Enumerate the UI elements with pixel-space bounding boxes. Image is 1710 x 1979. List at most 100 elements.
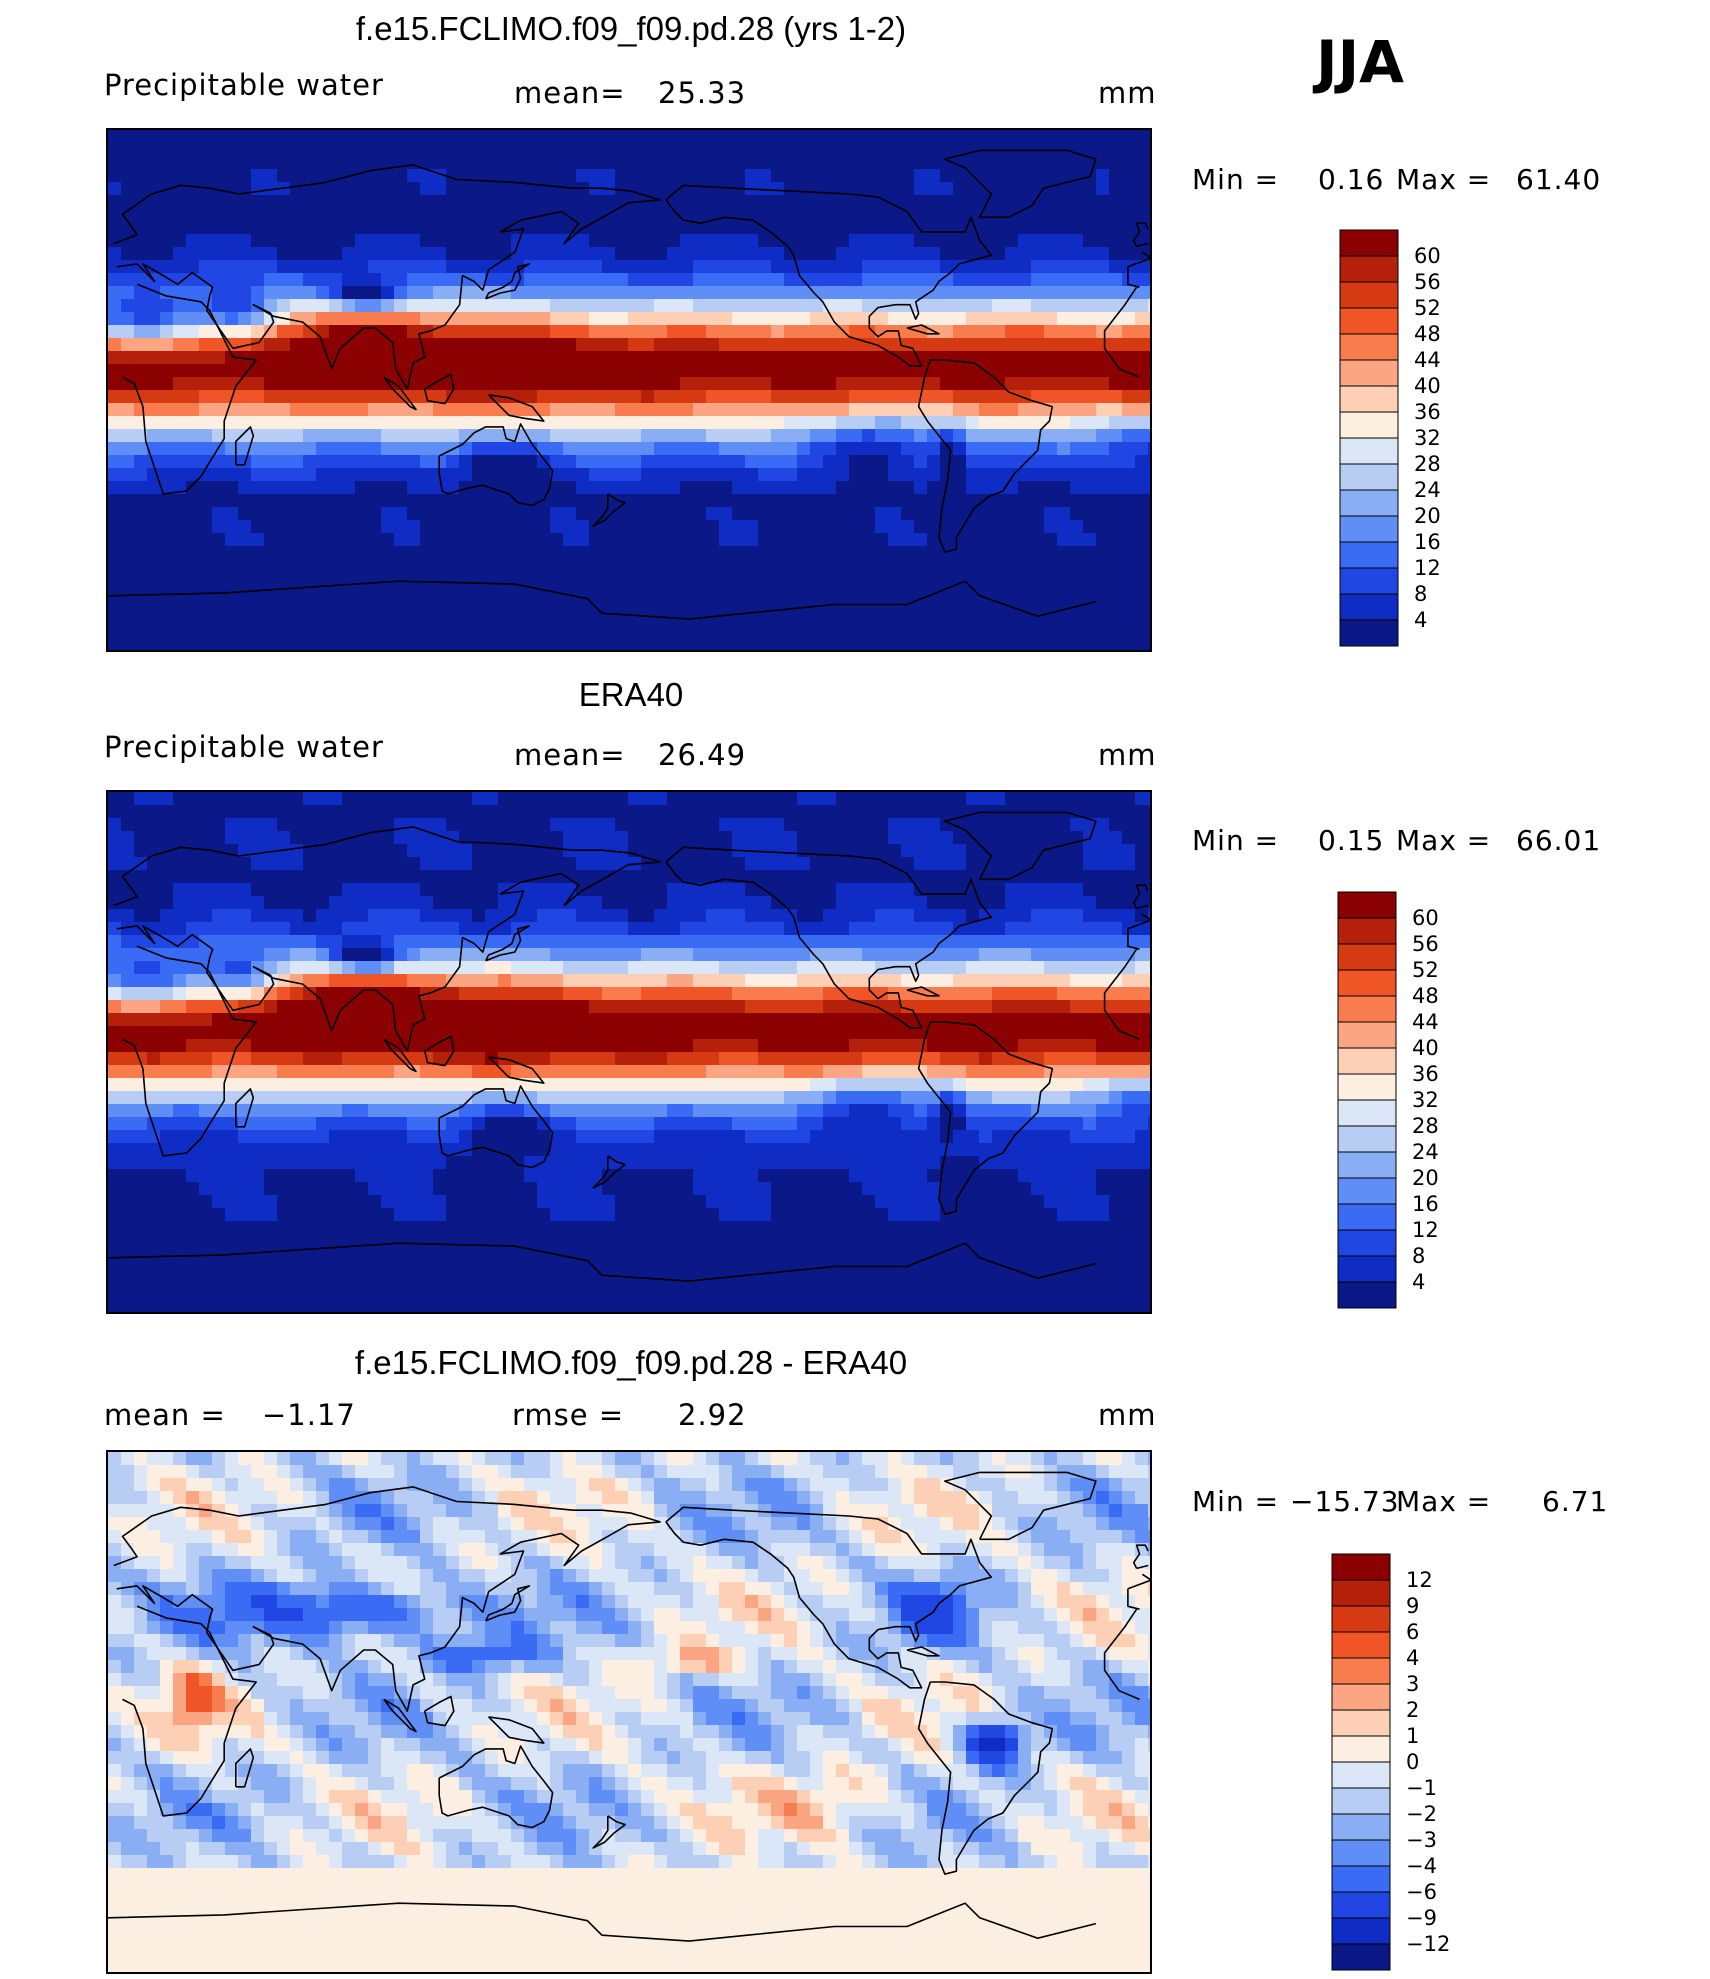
colorbar-tick-label: 36 xyxy=(1412,1062,1439,1086)
panel1-map xyxy=(106,128,1152,652)
season-label: JJA xyxy=(1316,28,1405,96)
colorbar-tick-label: 6 xyxy=(1406,1620,1419,1644)
panel2-map xyxy=(106,790,1152,1314)
colorbar-tick-label: 3 xyxy=(1406,1672,1419,1696)
colorbar-tick-label: 8 xyxy=(1414,582,1427,606)
coastlines xyxy=(108,1471,1150,1942)
colorbar-swatch xyxy=(1331,1553,1391,1581)
panel2-min-label: Min = xyxy=(1192,824,1280,857)
panel1-min-value: 0.16 xyxy=(1318,163,1385,196)
colorbar-tick-label: −1 xyxy=(1406,1776,1437,1800)
colorbar-tick-label: 20 xyxy=(1412,1166,1439,1190)
colorbar-tick-label: 24 xyxy=(1412,1140,1439,1164)
colorbar-swatch xyxy=(1339,593,1399,621)
panel3-max-value: 6.71 xyxy=(1542,1485,1609,1518)
panel2-max-label: Max = xyxy=(1396,824,1492,857)
colorbar-tick-label: 48 xyxy=(1414,322,1441,346)
panel3-map xyxy=(106,1450,1152,1974)
colorbar-swatch xyxy=(1339,359,1399,387)
colorbar-tick-label: 40 xyxy=(1414,374,1441,398)
colorbar-swatch xyxy=(1337,1203,1397,1231)
colorbar-tick-label: −2 xyxy=(1406,1802,1437,1826)
panel3-mean-value: −1.17 xyxy=(262,1398,356,1432)
colorbar-swatch xyxy=(1337,1151,1397,1179)
colorbar-swatch xyxy=(1339,229,1399,257)
colorbar-tick-label: 16 xyxy=(1414,530,1441,554)
panel3-mean-label: mean = xyxy=(104,1398,226,1432)
colorbar-tick-label: 20 xyxy=(1414,504,1441,528)
coastlines xyxy=(108,149,1150,620)
panel2-title: ERA40 xyxy=(578,676,684,713)
colorbar-swatch xyxy=(1339,619,1399,647)
colorbar-tick-label: 56 xyxy=(1414,270,1441,294)
colorbar-tick-label: 44 xyxy=(1412,1010,1439,1034)
colorbar-tick-label: 52 xyxy=(1412,958,1439,982)
colorbar-swatch xyxy=(1339,411,1399,439)
colorbar-tick-label: 28 xyxy=(1412,1114,1439,1138)
colorbar-swatch xyxy=(1339,463,1399,491)
panel3-min-label: Min = xyxy=(1192,1485,1280,1518)
colorbar-swatch xyxy=(1337,1047,1397,1075)
colorbar-swatch xyxy=(1331,1943,1391,1971)
colorbar-tick-label: 4 xyxy=(1414,608,1427,632)
colorbar-swatch xyxy=(1331,1683,1391,1711)
colorbar-swatch xyxy=(1331,1657,1391,1685)
colorbar-tick-label: 60 xyxy=(1414,244,1441,268)
colorbar-swatch xyxy=(1337,1281,1397,1309)
colorbar-tick-label: 56 xyxy=(1412,932,1439,956)
colorbar-tick-label: 4 xyxy=(1412,1270,1425,1294)
colorbar-swatch xyxy=(1337,1177,1397,1205)
colorbar-tick-label: 12 xyxy=(1412,1218,1439,1242)
panel3-units: mm xyxy=(1098,1398,1157,1432)
colorbar-tick-label: 12 xyxy=(1414,556,1441,580)
colorbar-swatch xyxy=(1331,1865,1391,1893)
colorbar-swatch xyxy=(1337,1099,1397,1127)
panel1-variable: Precipitable water xyxy=(104,68,384,102)
colorbar-tick-label: −9 xyxy=(1406,1906,1437,1930)
panel1-title: f.e15.FCLIMO.f09_f09.pd.28 (yrs 1-2) xyxy=(355,10,907,47)
colorbar-swatch xyxy=(1339,385,1399,413)
colorbar-swatch xyxy=(1331,1787,1391,1815)
colorbar-tick-label: 12 xyxy=(1406,1568,1433,1592)
colorbar-swatch xyxy=(1337,969,1397,997)
colorbar-swatch xyxy=(1337,995,1397,1023)
colorbar-swatch xyxy=(1339,515,1399,543)
colorbar-tick-label: −4 xyxy=(1406,1854,1437,1878)
colorbar-swatch xyxy=(1337,1255,1397,1283)
colorbar-swatch xyxy=(1331,1631,1391,1659)
panel1-mean-value: 25.33 xyxy=(658,76,747,110)
colorbar-tick-label: 8 xyxy=(1412,1244,1425,1268)
colorbar-tick-label: 16 xyxy=(1412,1192,1439,1216)
colorbar-swatch xyxy=(1339,541,1399,569)
colorbar-tick-label: 60 xyxy=(1412,906,1439,930)
colorbar-swatch xyxy=(1331,1579,1391,1607)
colorbar-tick-label: 32 xyxy=(1414,426,1441,450)
panel1-units: mm xyxy=(1098,76,1157,110)
colorbar-swatch xyxy=(1339,489,1399,517)
colorbar-swatch xyxy=(1331,1761,1391,1789)
panel3-rmse-label: rmse = xyxy=(512,1398,625,1432)
panel3-max-label: Max = xyxy=(1396,1485,1492,1518)
colorbar-swatch xyxy=(1337,1021,1397,1049)
colorbar-swatch xyxy=(1331,1605,1391,1633)
field-cells xyxy=(108,130,1150,650)
colorbar-tick-label: 52 xyxy=(1414,296,1441,320)
colorbar-swatch xyxy=(1339,333,1399,361)
colorbar-tick-label: 2 xyxy=(1406,1698,1419,1722)
colorbar-tick-label: 36 xyxy=(1414,400,1441,424)
colorbar-swatch xyxy=(1339,281,1399,309)
colorbar-swatch xyxy=(1339,567,1399,595)
panel3-min-value: −15.73 xyxy=(1290,1485,1400,1518)
colorbar-tick-label: 4 xyxy=(1406,1646,1419,1670)
panel2-min-value: 0.15 xyxy=(1318,824,1385,857)
colorbar-swatch xyxy=(1331,1891,1391,1919)
colorbar-swatch xyxy=(1339,437,1399,465)
colorbar-tick-label: 28 xyxy=(1414,452,1441,476)
colorbar-tick-label: −6 xyxy=(1406,1880,1437,1904)
colorbar-tick-label: 0 xyxy=(1406,1750,1419,1774)
colorbar-tick-label: 1 xyxy=(1406,1724,1419,1748)
panel2-mean-value: 26.49 xyxy=(658,738,747,772)
